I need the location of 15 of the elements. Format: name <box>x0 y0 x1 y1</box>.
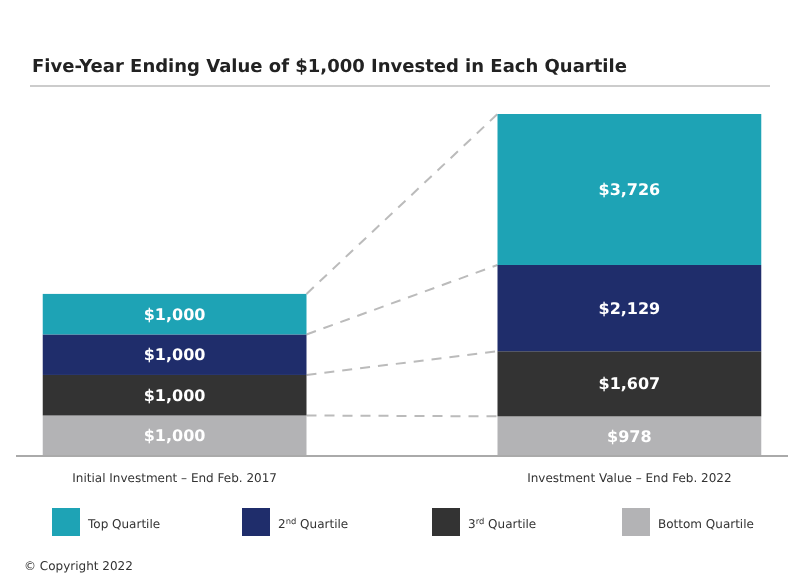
data-label: $1,000 <box>143 305 207 324</box>
bar <box>497 264 762 352</box>
bar <box>42 374 307 416</box>
bar <box>497 351 762 417</box>
chart-title: Five-Year Ending Value of $1,000 Invested in Each Quartile <box>32 58 627 78</box>
data-label: $1,607 <box>598 375 661 394</box>
data-label: $978 <box>607 427 653 446</box>
data-label: $1,000 <box>143 427 207 446</box>
data-label: $1,000 <box>143 386 207 405</box>
bar <box>497 114 762 265</box>
bar <box>42 334 307 375</box>
data-label: $1,000 <box>143 346 207 365</box>
bar <box>42 293 307 335</box>
data-label: $2,129 <box>598 299 662 318</box>
data-label: $3,726 <box>598 181 662 200</box>
